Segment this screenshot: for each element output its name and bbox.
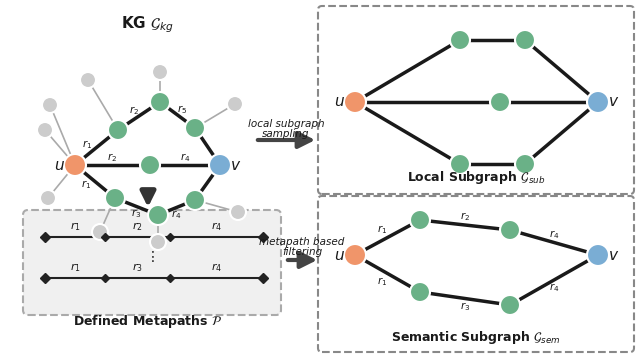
Circle shape [64,154,86,176]
Circle shape [92,224,108,240]
Text: $r_2$: $r_2$ [129,105,139,117]
Circle shape [152,64,168,80]
Text: $r_2$: $r_2$ [108,152,118,165]
Text: $v$: $v$ [609,248,620,262]
Text: $v$: $v$ [609,94,620,109]
Text: filtering: filtering [282,247,322,257]
Text: $r_1$: $r_1$ [378,223,388,236]
Text: $r_2$: $r_2$ [132,221,143,233]
Text: Semantic Subgraph $\mathcal{G}_{sem}$: Semantic Subgraph $\mathcal{G}_{sem}$ [391,329,561,346]
Text: $r_4$: $r_4$ [211,221,222,233]
Text: $r_4$: $r_4$ [211,262,222,274]
Circle shape [185,190,205,210]
Circle shape [209,154,231,176]
Text: $r_4$: $r_4$ [548,282,559,294]
Circle shape [42,97,58,113]
Text: $r_1$: $r_1$ [70,262,81,274]
Circle shape [227,96,243,112]
Circle shape [140,155,160,175]
Text: $r_5$: $r_5$ [177,104,188,116]
Circle shape [150,234,166,250]
Circle shape [490,92,510,112]
Text: $r_2$: $r_2$ [460,211,470,224]
Text: $r_3$: $r_3$ [132,262,143,274]
FancyBboxPatch shape [318,196,634,352]
Circle shape [587,91,609,113]
Circle shape [105,188,125,208]
Text: $r_4$: $r_4$ [180,152,190,165]
Text: Local Subgraph $\mathcal{G}_{sub}$: Local Subgraph $\mathcal{G}_{sub}$ [407,170,545,186]
Circle shape [344,91,366,113]
Text: $r_3$: $r_3$ [460,300,470,313]
FancyBboxPatch shape [23,210,281,315]
Text: $r_1$: $r_1$ [81,178,91,191]
Text: $r_1$: $r_1$ [83,138,93,151]
Circle shape [148,205,168,225]
Text: sampling: sampling [262,129,310,139]
Text: $u$: $u$ [333,94,344,109]
Text: $r_4$: $r_4$ [548,228,559,241]
Text: $r_4$: $r_4$ [172,208,182,221]
Circle shape [80,72,96,88]
FancyBboxPatch shape [318,6,634,194]
Circle shape [40,190,56,206]
Text: $r_1$: $r_1$ [378,275,388,288]
Text: metapath based: metapath based [259,237,345,247]
Text: local subgraph: local subgraph [248,119,324,129]
Circle shape [410,210,430,230]
Circle shape [587,244,609,266]
Text: $u$: $u$ [54,158,65,172]
Circle shape [515,30,535,50]
Circle shape [450,30,470,50]
Text: $\vdots$: $\vdots$ [145,248,155,264]
Text: Defined Metapaths $\mathcal{P}$: Defined Metapaths $\mathcal{P}$ [73,314,223,330]
Circle shape [410,282,430,302]
Circle shape [450,154,470,174]
Circle shape [230,204,246,220]
Text: $u$: $u$ [333,248,344,262]
Text: KG $\mathcal{G}_{kg}$: KG $\mathcal{G}_{kg}$ [122,15,175,35]
Circle shape [500,295,520,315]
Circle shape [185,118,205,138]
Text: $v$: $v$ [230,158,242,172]
Text: $r_3$: $r_3$ [131,207,141,220]
Circle shape [515,154,535,174]
Circle shape [37,122,53,138]
Circle shape [108,120,128,140]
Circle shape [150,92,170,112]
Circle shape [344,244,366,266]
Circle shape [500,220,520,240]
Text: $r_1$: $r_1$ [70,221,81,233]
